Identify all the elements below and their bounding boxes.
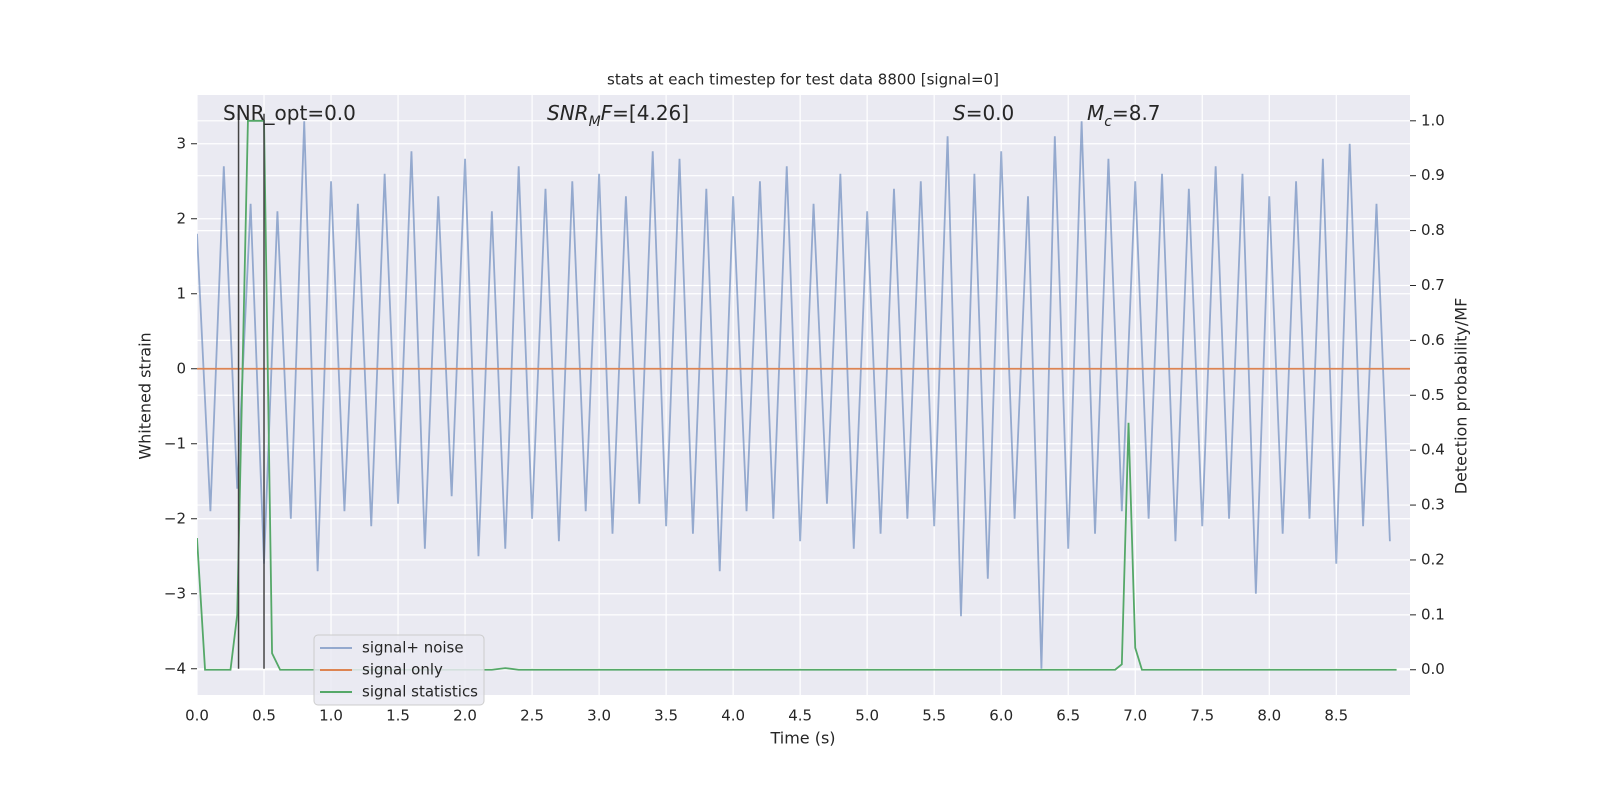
annotation-part: =0.0 bbox=[966, 101, 1015, 125]
x-axis-label: Time (s) bbox=[769, 729, 835, 748]
x-tick-label: 0.0 bbox=[185, 707, 209, 725]
y-tick-label: −2 bbox=[164, 509, 186, 527]
annotation-part: SNR bbox=[547, 101, 589, 125]
annotation-part: M bbox=[1087, 101, 1104, 125]
y2-axis-label: Detection probability/MF bbox=[1452, 298, 1471, 495]
series-line bbox=[197, 121, 1391, 669]
x-tick-label: 6.5 bbox=[1056, 707, 1080, 725]
y2-tick-label: 0.3 bbox=[1421, 496, 1445, 514]
legend-label: signal statistics bbox=[362, 683, 478, 701]
annotation-part: F bbox=[601, 101, 613, 125]
x-tick-label: 8.0 bbox=[1257, 707, 1281, 725]
annotation-part: =[4.26] bbox=[612, 101, 689, 125]
y2-tick-label: 0.1 bbox=[1421, 605, 1445, 623]
y2-tick-label: 0.4 bbox=[1421, 441, 1445, 459]
x-tick-label: 7.0 bbox=[1123, 707, 1147, 725]
y2-tick-label: 0.7 bbox=[1421, 276, 1445, 294]
y2-tick-label: 0.0 bbox=[1421, 660, 1445, 678]
legend-label: signal+ noise bbox=[362, 639, 464, 657]
annotation-part: =8.7 bbox=[1112, 101, 1161, 125]
y2-tick-label: 0.9 bbox=[1421, 166, 1445, 184]
y-tick-label: −4 bbox=[164, 659, 186, 677]
y2-tick-label: 0.2 bbox=[1421, 550, 1445, 568]
annotation-part: SNR_opt=0.0 bbox=[223, 101, 356, 125]
x-tick-label: 0.5 bbox=[252, 707, 276, 725]
x-tick-label: 8.5 bbox=[1324, 707, 1348, 725]
x-tick-label: 1.5 bbox=[386, 707, 410, 725]
y-tick-label: 0 bbox=[176, 359, 186, 377]
x-tick-label: 2.0 bbox=[453, 707, 477, 725]
legend-label: signal only bbox=[362, 661, 443, 679]
annotation: SNRMF=[4.26] bbox=[547, 101, 689, 131]
y-tick-label: −1 bbox=[164, 434, 186, 452]
legend-box bbox=[313, 634, 485, 706]
series-line bbox=[197, 119, 1397, 671]
x-tick-label: 1.0 bbox=[319, 707, 343, 725]
annotation: Mc=8.7 bbox=[1087, 101, 1161, 131]
x-tick-label: 2.5 bbox=[520, 707, 544, 725]
x-tick-label: 5.0 bbox=[855, 707, 879, 725]
y2-tick-label: 1.0 bbox=[1421, 111, 1445, 129]
annotation-part: S bbox=[953, 101, 966, 125]
x-tick-label: 3.5 bbox=[654, 707, 678, 725]
x-tick-label: 7.5 bbox=[1190, 707, 1214, 725]
y2-tick-label: 0.5 bbox=[1421, 386, 1445, 404]
y2-tick-label: 0.8 bbox=[1421, 221, 1445, 239]
x-tick-label: 3.0 bbox=[587, 707, 611, 725]
y-tick-label: 2 bbox=[176, 209, 186, 227]
y-tick-label: 3 bbox=[176, 134, 186, 152]
annotation-part: c bbox=[1104, 114, 1112, 130]
x-tick-label: 5.5 bbox=[922, 707, 946, 725]
y2-tick-label: 0.6 bbox=[1421, 331, 1445, 349]
plot-area bbox=[197, 113, 1410, 671]
x-tick-label: 4.0 bbox=[721, 707, 745, 725]
y-axis-label: Whitened strain bbox=[136, 332, 155, 459]
chart-title: stats at each timestep for test data 880… bbox=[607, 71, 999, 89]
x-tick-label: 4.5 bbox=[788, 707, 812, 725]
x-tick-label: 6.0 bbox=[989, 707, 1013, 725]
annotation: SNR_opt=0.0 bbox=[223, 101, 356, 125]
y-tick-label: 1 bbox=[176, 284, 186, 302]
annotation: S=0.0 bbox=[953, 101, 1014, 125]
annotation-part: M bbox=[589, 114, 601, 130]
y-tick-label: −3 bbox=[164, 584, 186, 602]
